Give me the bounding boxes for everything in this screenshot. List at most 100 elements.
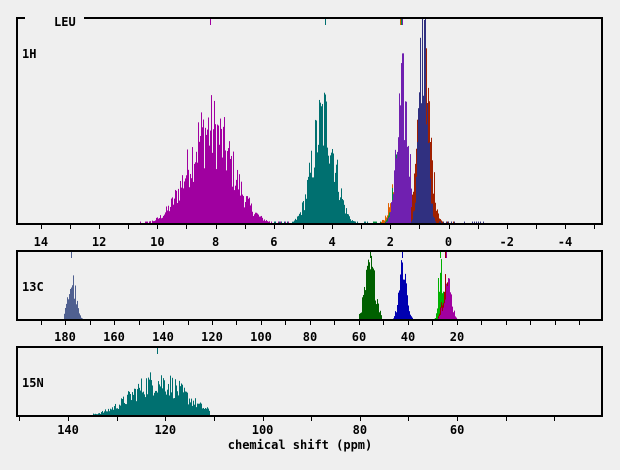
- histogram-bar: [437, 209, 438, 224]
- histogram-bar: [139, 387, 140, 416]
- histogram-bar: [181, 187, 182, 224]
- histogram-bar: [397, 304, 398, 320]
- histogram-bar: [144, 394, 145, 416]
- histogram-bar: [227, 151, 228, 224]
- histogram-bar: [445, 274, 446, 320]
- histogram-bar: [246, 196, 247, 224]
- histogram-bar: [439, 291, 440, 320]
- histogram-bar: [241, 181, 242, 224]
- histogram-bar: [480, 221, 481, 224]
- histogram-bar: [138, 383, 139, 416]
- histogram-bar: [432, 203, 433, 224]
- histogram-bar: [371, 255, 372, 320]
- histogram-bar: [444, 303, 445, 320]
- histogram-bar: [69, 294, 70, 320]
- histogram-bar: [217, 124, 218, 224]
- histogram-bar: [365, 221, 366, 224]
- histogram-bar: [199, 141, 200, 224]
- histogram-bar: [447, 286, 448, 320]
- histogram-bar: [263, 220, 264, 224]
- x-tick-label: -4: [558, 235, 572, 249]
- histogram-bar: [188, 169, 189, 224]
- histogram-bar: [117, 408, 118, 416]
- histogram-bar: [456, 317, 457, 320]
- x-tick-label: 100: [252, 423, 274, 437]
- histogram-bar: [440, 221, 441, 224]
- histogram-bar: [402, 53, 403, 225]
- histogram-bar: [309, 162, 310, 224]
- histogram-bar: [174, 198, 175, 224]
- histogram-bar: [441, 259, 442, 320]
- histogram-bar: [311, 150, 312, 224]
- histogram-bar: [159, 218, 160, 224]
- histogram-bar: [331, 152, 332, 224]
- histogram-bar: [207, 129, 208, 224]
- histogram-bar: [68, 299, 69, 320]
- histogram-bar: [70, 288, 71, 320]
- histogram-bar: [201, 112, 202, 224]
- histogram-bar: [428, 143, 429, 224]
- histogram-bar: [177, 203, 178, 224]
- histogram-bar: [374, 270, 375, 320]
- histogram-bar: [355, 221, 356, 224]
- histogram-bar: [237, 169, 238, 224]
- histogram-bar: [451, 294, 452, 320]
- histogram-bar: [175, 379, 176, 416]
- histogram-bar: [438, 278, 439, 320]
- histogram-bar: [391, 202, 392, 224]
- histogram-bar: [93, 413, 94, 416]
- histogram-bar: [231, 155, 232, 224]
- histogram-bar: [166, 394, 167, 416]
- histogram-bar: [267, 221, 268, 224]
- histogram-bar: [376, 221, 377, 224]
- histogram-bar: [164, 380, 165, 416]
- histogram-bar: [426, 124, 427, 224]
- histogram-bar: [369, 262, 370, 320]
- histogram-bar: [171, 198, 172, 224]
- histogram-bar: [307, 179, 308, 224]
- histogram-bar: [393, 193, 394, 224]
- histogram-bar: [240, 195, 241, 224]
- histogram-bar: [200, 135, 201, 224]
- histogram-bar: [275, 221, 276, 224]
- histogram-bar: [187, 149, 188, 224]
- histogram-bar: [483, 221, 484, 224]
- histogram-bar: [218, 125, 219, 224]
- histogram-bar: [420, 37, 421, 224]
- histogram-bar: [147, 394, 148, 416]
- histogram-bar: [265, 221, 266, 224]
- histogram-bar: [122, 399, 123, 416]
- histogram-bar: [204, 168, 205, 224]
- histogram-bar: [178, 395, 179, 416]
- histogram-bar: [384, 220, 385, 224]
- histogram-bar: [396, 158, 397, 224]
- histogram-bar: [435, 202, 436, 224]
- histogram-bar: [339, 200, 340, 224]
- histogram-bar: [133, 394, 134, 416]
- histogram-bar: [398, 292, 399, 320]
- histogram-bar: [226, 170, 227, 224]
- histogram-bar: [423, 95, 424, 224]
- histogram-bar: [159, 384, 160, 416]
- histogram-bar: [167, 389, 168, 416]
- histogram-bar: [163, 215, 164, 224]
- series-1H-6: [411, 20, 484, 224]
- series-1H-0: [140, 95, 289, 224]
- histogram-bar: [436, 210, 437, 224]
- histogram-bar: [186, 391, 187, 416]
- histogram-bar: [190, 173, 191, 224]
- x-tick-label: 4: [328, 235, 335, 249]
- histogram-bar: [146, 378, 147, 416]
- histogram-bar: [370, 269, 371, 320]
- histogram-bar: [446, 221, 447, 224]
- histogram-bar: [74, 298, 75, 320]
- x-tick-label: 80: [303, 330, 317, 344]
- histogram-bar: [386, 221, 387, 224]
- histogram-bar: [235, 185, 236, 224]
- histogram-bar: [171, 392, 172, 416]
- histogram-bar: [233, 151, 234, 224]
- histogram-bar: [342, 199, 343, 224]
- histogram-bar: [253, 216, 254, 224]
- histogram-bar: [430, 178, 431, 224]
- histogram-bar: [153, 221, 154, 224]
